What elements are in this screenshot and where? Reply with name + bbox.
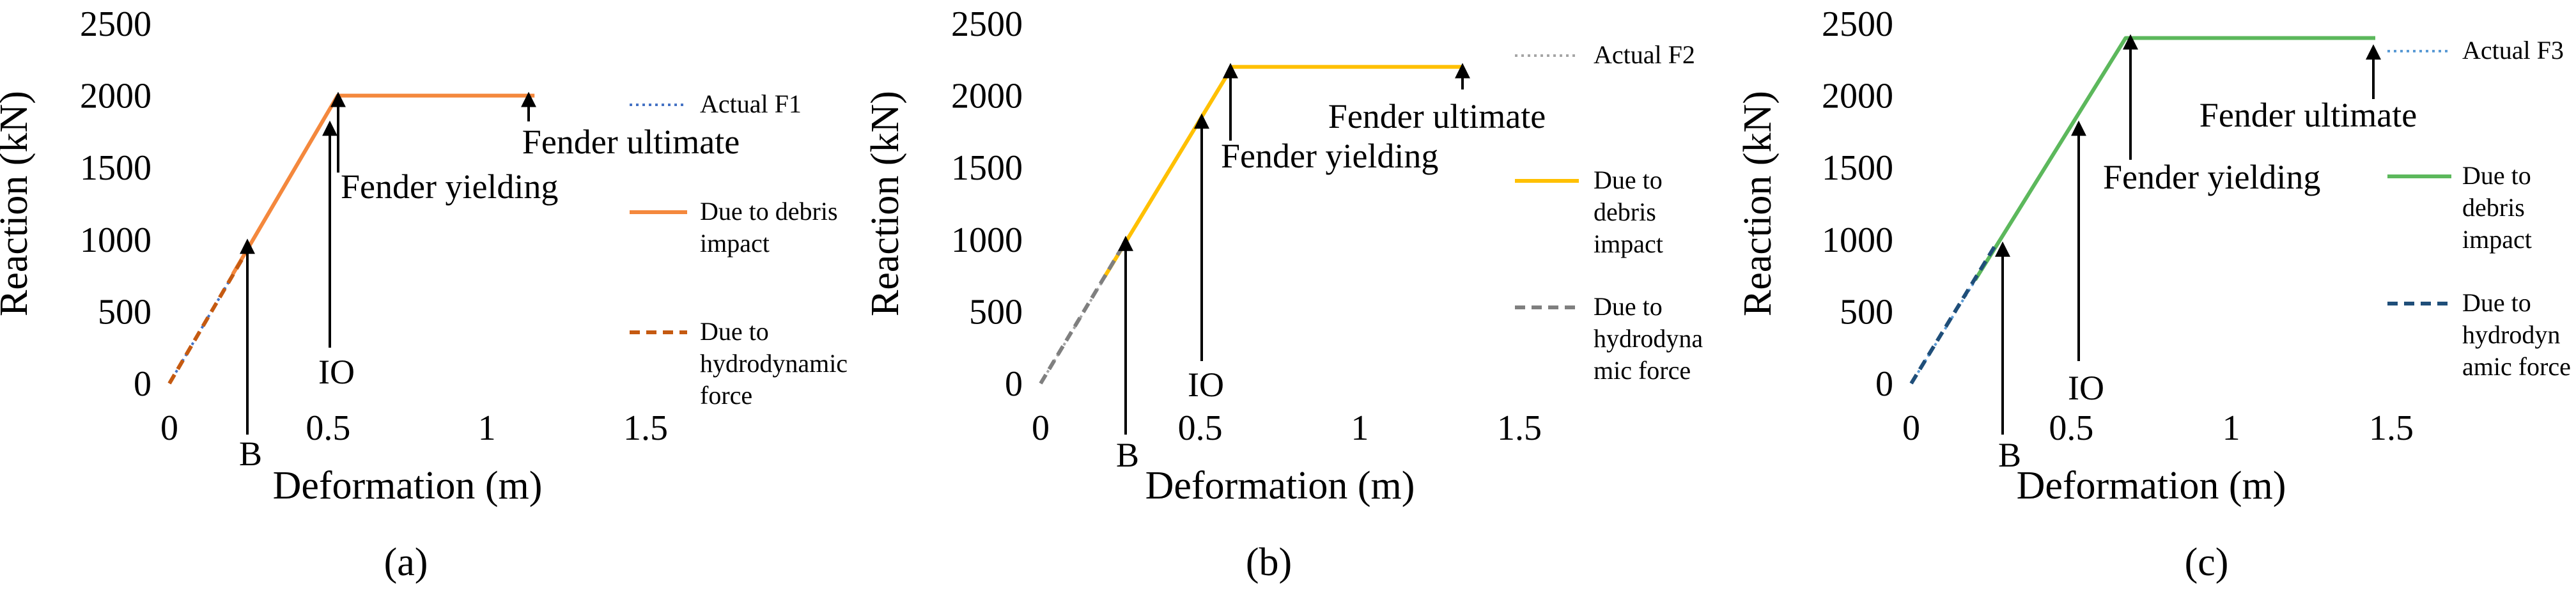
x-tick-label: 0 [1032,408,1050,448]
series-line-3 [167,241,254,385]
annotation-label: B [239,435,262,473]
chart-panel-3: 0 500 1000 1500 2000 2500 0 0.5 1 1.5 Deformation … [1736,4,2571,584]
y-axis-title: Reaction (kN) [0,91,36,316]
y-tick-label: 2500 [951,4,1023,44]
panel-caption: (c) [2185,541,2229,584]
legend-label-1: Actual F1 [700,89,802,118]
y-tick-label: 1500 [1822,148,1893,188]
legend-label-2: Due to debris impact [1594,166,1663,258]
x-axis-title: Deformation (m) [1145,464,1415,507]
y-tick-label: 0 [1875,364,1893,404]
x-tick-label: 0 [160,408,178,448]
y-tick-label: 1500 [80,148,151,188]
x-tick-label: 0.5 [306,408,350,448]
legend-label-2: Due to debris impact [700,197,838,258]
y-tick-label: 2000 [80,77,151,116]
y-tick-label: 0 [1005,364,1023,404]
annotation-label: IO [318,353,355,391]
legend-label-1: Actual F2 [1594,40,1695,69]
annotation-label: IO [2068,369,2104,407]
x-axis-title: Deformation (m) [2017,464,2286,507]
annotation-label: Fender yielding [2103,158,2320,196]
legend-label-3: Due to hydrodynamic force [700,317,848,410]
y-tick-label: 500 [1840,292,1893,332]
annotation-label: B [1998,436,2021,474]
annotation-label: IO [1188,366,1224,404]
annotation-label: Fender ultimate [2200,96,2417,134]
x-tick-label: 1 [478,408,496,448]
panel-caption: (b) [1246,541,1292,584]
annotation-label: Fender yielding [341,167,558,206]
annotation-label: B [1116,436,1139,474]
y-tick-label: 0 [134,364,151,404]
x-tick-label: 0.5 [2049,408,2093,448]
y-tick-label: 1500 [951,148,1023,188]
chart-panel-1: 0 500 1000 1500 2000 2500 0 0.5 1 1.5 Deformation … [0,4,848,584]
x-tick-label: 1.5 [1497,408,1542,448]
y-tick-label: 500 [969,292,1023,332]
chart-panel-2: 0 500 1000 1500 2000 2500 0 0.5 1 1.5 Deformation … [864,4,1703,584]
annotation-label: Fender yielding [1221,137,1438,175]
panel-caption: (a) [384,541,428,584]
y-tick-label: 500 [98,292,151,332]
y-tick-label: 1000 [951,220,1023,260]
y-tick-label: 1000 [80,220,151,260]
annotation-label: Fender ultimate [522,123,740,161]
x-tick-label: 1.5 [2369,408,2414,448]
x-tick-label: 1 [2223,408,2240,448]
x-tick-label: 0 [1902,408,1920,448]
y-axis-title: Reaction (kN) [1736,91,1780,316]
y-tick-label: 2000 [951,77,1023,116]
y-tick-label: 2500 [80,4,151,44]
series-line-3 [1909,245,1996,385]
series-line-3 [1039,238,1129,385]
x-tick-label: 1 [1351,408,1369,448]
x-tick-label: 0.5 [1178,408,1223,448]
legend-label-2: Due to debris impact [2462,161,2532,254]
y-tick-label: 2500 [1822,4,1893,44]
x-tick-label: 1.5 [623,408,668,448]
x-axis-title: Deformation (m) [273,464,543,507]
y-tick-label: 2000 [1822,77,1893,116]
legend-label-1: Actual F3 [2462,36,2564,65]
annotation-label: Fender ultimate [1328,97,1546,135]
y-tick-label: 1000 [1822,220,1893,260]
y-axis-title: Reaction (kN) [864,91,907,316]
